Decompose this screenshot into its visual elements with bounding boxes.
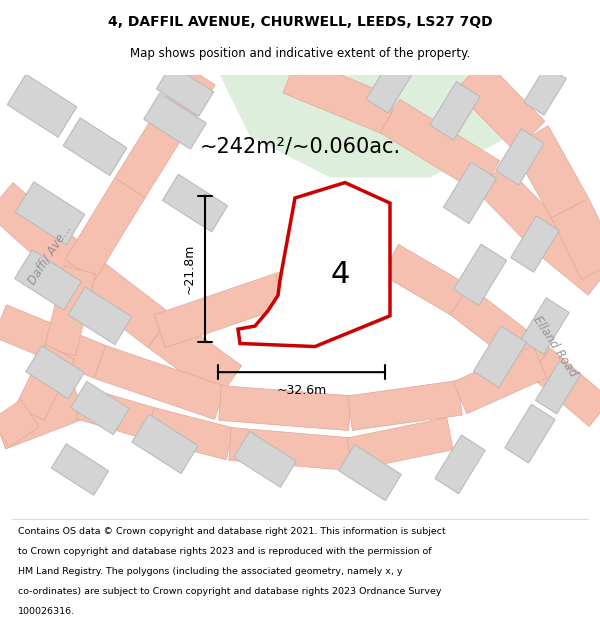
Polygon shape — [454, 244, 506, 306]
Polygon shape — [238, 182, 390, 346]
Polygon shape — [218, 386, 352, 431]
Text: Map shows position and indicative extent of the property.: Map shows position and indicative extent… — [130, 48, 470, 61]
Polygon shape — [115, 65, 215, 198]
Polygon shape — [68, 287, 132, 344]
Polygon shape — [453, 346, 547, 414]
Text: to Crown copyright and database rights 2023 and is reproduced with the permissio: to Crown copyright and database rights 2… — [18, 547, 431, 556]
Polygon shape — [380, 99, 500, 194]
Polygon shape — [0, 399, 39, 448]
Polygon shape — [148, 314, 242, 399]
Polygon shape — [63, 118, 127, 176]
Polygon shape — [234, 431, 296, 488]
Polygon shape — [65, 178, 145, 279]
Polygon shape — [0, 305, 106, 378]
Polygon shape — [551, 199, 600, 279]
Text: Contains OS data © Crown copyright and database right 2021. This information is : Contains OS data © Crown copyright and d… — [18, 526, 446, 536]
Polygon shape — [0, 182, 93, 285]
Polygon shape — [15, 182, 85, 245]
Polygon shape — [16, 344, 74, 421]
Text: HM Land Registry. The polygons (including the associated geometry, namely x, y: HM Land Registry. The polygons (includin… — [18, 567, 403, 576]
Polygon shape — [538, 224, 600, 295]
Text: ~32.6m: ~32.6m — [277, 384, 326, 397]
Polygon shape — [347, 418, 453, 470]
Polygon shape — [163, 174, 227, 232]
Polygon shape — [505, 404, 555, 463]
Polygon shape — [450, 286, 550, 376]
Polygon shape — [0, 388, 86, 449]
Polygon shape — [512, 126, 588, 219]
Polygon shape — [132, 414, 198, 474]
Polygon shape — [473, 326, 526, 388]
Text: ~21.8m: ~21.8m — [182, 244, 196, 294]
Polygon shape — [382, 244, 469, 316]
Polygon shape — [275, 242, 394, 307]
Polygon shape — [52, 444, 109, 495]
Polygon shape — [155, 274, 286, 348]
Polygon shape — [283, 57, 397, 134]
Polygon shape — [524, 66, 566, 115]
Polygon shape — [455, 60, 545, 152]
Text: co-ordinates) are subject to Crown copyright and database rights 2023 Ordnance S: co-ordinates) are subject to Crown copyr… — [18, 588, 442, 596]
Polygon shape — [366, 58, 414, 113]
Polygon shape — [7, 74, 77, 138]
Polygon shape — [348, 381, 462, 431]
Text: Elland Road: Elland Road — [530, 314, 580, 379]
Polygon shape — [435, 435, 485, 494]
Polygon shape — [476, 164, 563, 252]
Polygon shape — [511, 216, 559, 272]
Polygon shape — [144, 93, 206, 149]
Polygon shape — [521, 298, 569, 354]
Text: Daffi/ Ave...: Daffi/ Ave... — [26, 222, 74, 287]
Polygon shape — [68, 253, 172, 348]
Polygon shape — [71, 381, 129, 434]
Polygon shape — [229, 428, 352, 471]
Text: 4, DAFFIL AVENUE, CHURWELL, LEEDS, LS27 7QD: 4, DAFFIL AVENUE, CHURWELL, LEEDS, LS27 … — [107, 16, 493, 29]
Polygon shape — [220, 75, 510, 178]
Polygon shape — [146, 408, 234, 460]
Polygon shape — [443, 162, 496, 224]
Text: 4: 4 — [331, 261, 350, 289]
Polygon shape — [496, 129, 544, 185]
Polygon shape — [14, 250, 82, 310]
Polygon shape — [529, 349, 600, 426]
Polygon shape — [339, 444, 401, 501]
Text: ~242m²/~0.060ac.: ~242m²/~0.060ac. — [200, 137, 401, 157]
Polygon shape — [76, 387, 154, 439]
Text: 100026316.: 100026316. — [18, 608, 75, 616]
Polygon shape — [26, 346, 84, 399]
Polygon shape — [44, 266, 95, 356]
Polygon shape — [535, 361, 581, 414]
Polygon shape — [95, 346, 226, 419]
Polygon shape — [430, 81, 480, 140]
Polygon shape — [157, 64, 214, 116]
